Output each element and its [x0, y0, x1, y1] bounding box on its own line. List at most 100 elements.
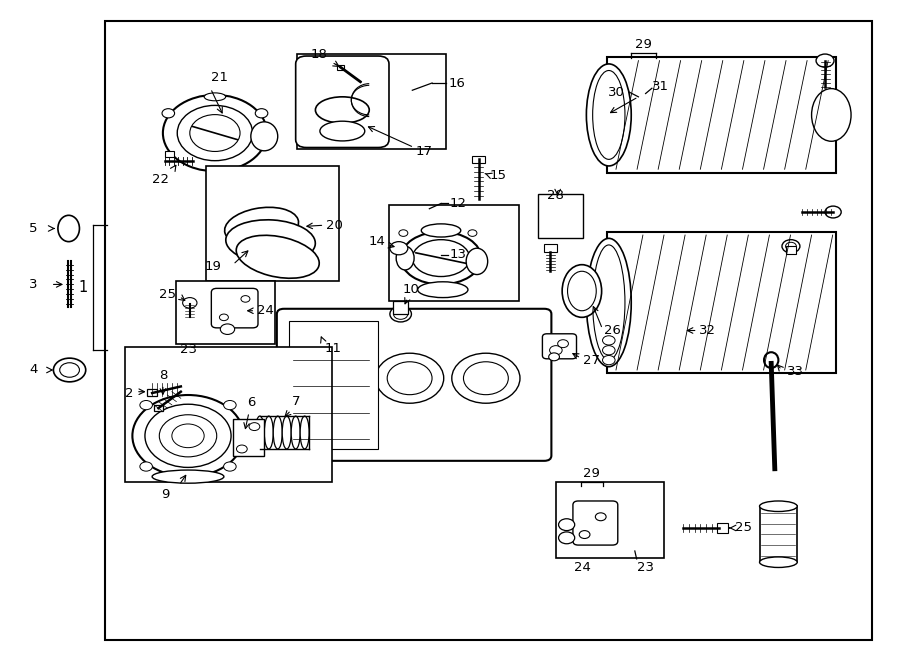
Text: 29: 29 — [583, 467, 600, 480]
Text: 14: 14 — [368, 235, 385, 248]
Bar — [289, 321, 378, 449]
Text: 24: 24 — [257, 304, 274, 317]
Circle shape — [256, 108, 268, 118]
Ellipse shape — [315, 97, 369, 123]
Text: 25: 25 — [735, 522, 752, 535]
Text: 32: 32 — [699, 324, 716, 337]
Circle shape — [550, 346, 562, 355]
Ellipse shape — [421, 224, 461, 237]
Text: 7: 7 — [292, 395, 300, 408]
Text: 5: 5 — [29, 222, 37, 235]
Text: 23: 23 — [179, 343, 196, 356]
FancyBboxPatch shape — [277, 309, 552, 461]
Circle shape — [140, 462, 152, 471]
Ellipse shape — [265, 416, 274, 449]
Circle shape — [163, 95, 267, 171]
Bar — [125, 347, 331, 482]
Circle shape — [786, 243, 796, 251]
Circle shape — [162, 108, 175, 118]
Text: 22: 22 — [152, 173, 168, 186]
Circle shape — [172, 424, 204, 447]
FancyBboxPatch shape — [212, 288, 258, 328]
Ellipse shape — [396, 247, 414, 270]
Bar — [176, 281, 275, 344]
Circle shape — [464, 362, 508, 395]
Bar — [233, 419, 265, 455]
Text: 29: 29 — [635, 38, 652, 51]
Bar — [147, 389, 157, 396]
Ellipse shape — [587, 239, 631, 367]
FancyBboxPatch shape — [296, 56, 389, 147]
Text: 13: 13 — [450, 249, 467, 261]
Circle shape — [559, 532, 575, 544]
Circle shape — [602, 336, 615, 345]
Circle shape — [223, 462, 236, 471]
Text: 24: 24 — [574, 561, 591, 574]
Circle shape — [140, 401, 152, 410]
Text: 2: 2 — [125, 387, 133, 399]
Bar — [154, 405, 163, 411]
Circle shape — [223, 401, 236, 410]
Circle shape — [559, 519, 575, 531]
Bar — [544, 244, 557, 252]
Ellipse shape — [320, 121, 365, 141]
Ellipse shape — [562, 264, 601, 317]
Circle shape — [209, 168, 221, 177]
Ellipse shape — [58, 215, 79, 242]
Ellipse shape — [760, 501, 797, 512]
Ellipse shape — [152, 470, 224, 483]
Bar — [206, 166, 338, 281]
Text: 8: 8 — [158, 369, 167, 382]
Bar — [104, 21, 872, 640]
Circle shape — [390, 306, 411, 322]
Ellipse shape — [236, 235, 320, 278]
Circle shape — [468, 230, 477, 237]
Circle shape — [220, 324, 235, 334]
Bar — [312, 330, 327, 340]
Ellipse shape — [251, 122, 278, 151]
Text: 30: 30 — [608, 86, 625, 98]
Ellipse shape — [256, 416, 265, 449]
Bar — [298, 54, 446, 149]
Circle shape — [387, 362, 432, 395]
Bar — [389, 206, 519, 301]
Bar — [556, 482, 663, 558]
Circle shape — [300, 353, 367, 403]
Text: 12: 12 — [450, 197, 467, 210]
Circle shape — [596, 513, 606, 521]
Circle shape — [177, 105, 253, 161]
Circle shape — [249, 422, 260, 430]
Text: 26: 26 — [604, 324, 621, 337]
Ellipse shape — [760, 557, 797, 567]
Circle shape — [132, 395, 244, 477]
Circle shape — [237, 445, 248, 453]
Ellipse shape — [301, 416, 309, 449]
Bar — [337, 65, 344, 70]
Ellipse shape — [418, 282, 468, 297]
Circle shape — [310, 362, 356, 395]
Ellipse shape — [292, 416, 301, 449]
Circle shape — [59, 363, 79, 377]
Text: 23: 23 — [636, 561, 653, 574]
Text: 27: 27 — [583, 354, 599, 367]
Circle shape — [220, 314, 229, 321]
Text: 33: 33 — [788, 365, 805, 378]
Circle shape — [145, 405, 231, 467]
Ellipse shape — [812, 89, 851, 141]
Text: 25: 25 — [159, 288, 176, 301]
Bar — [538, 194, 583, 239]
Circle shape — [580, 531, 590, 539]
Bar — [786, 247, 796, 254]
Circle shape — [190, 114, 240, 151]
Text: 20: 20 — [326, 219, 343, 232]
Ellipse shape — [274, 416, 283, 449]
Ellipse shape — [466, 249, 488, 274]
Text: 11: 11 — [324, 342, 341, 356]
Circle shape — [241, 295, 250, 302]
Text: 6: 6 — [247, 397, 255, 409]
Text: 31: 31 — [652, 81, 669, 93]
Text: 1: 1 — [78, 280, 87, 295]
Circle shape — [825, 206, 842, 218]
Circle shape — [452, 353, 520, 403]
Text: 10: 10 — [402, 283, 419, 295]
